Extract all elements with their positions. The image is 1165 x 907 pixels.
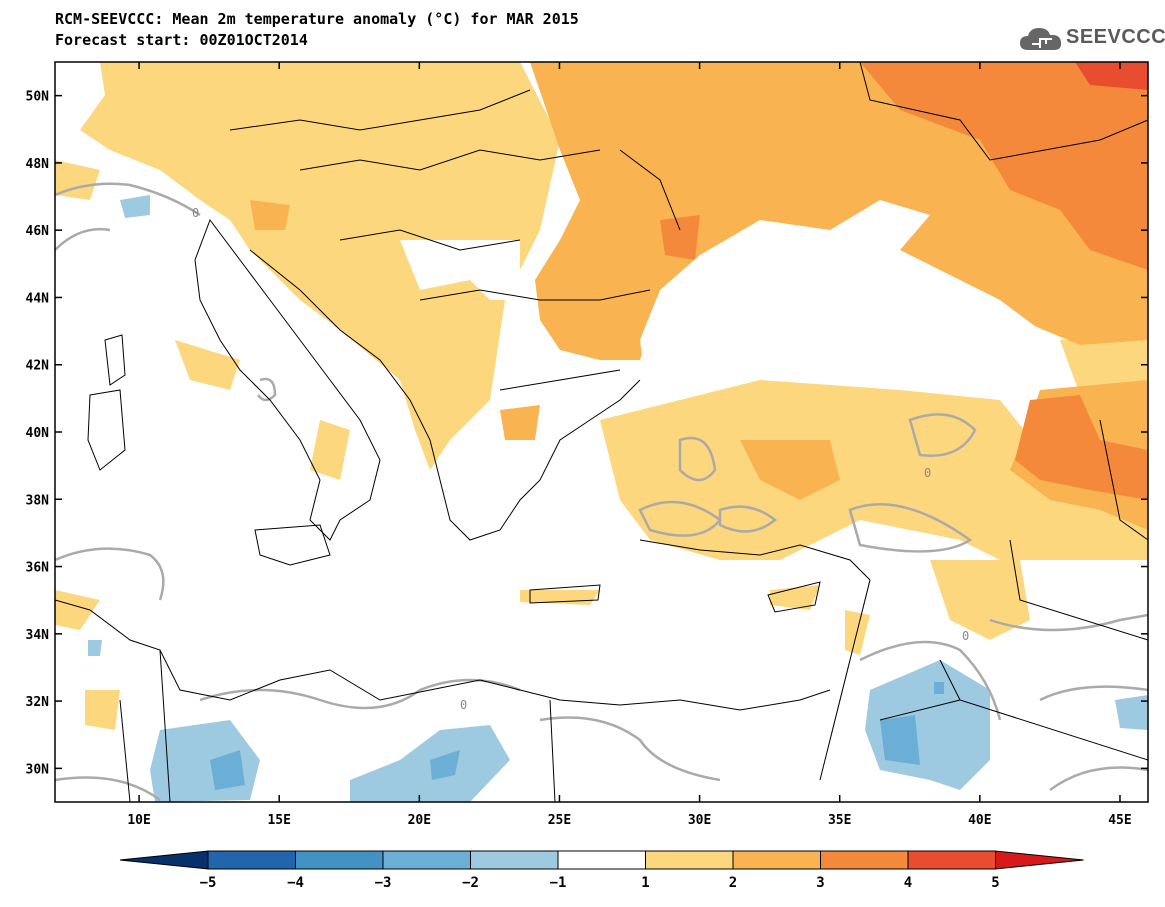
lon-tick-label: 45E	[1108, 813, 1131, 828]
colorbar-high-extend	[995, 850, 1084, 870]
lat-tick-label: 36N	[26, 561, 50, 576]
colorbar-label: 1	[641, 875, 649, 891]
colorbar-label: −4	[287, 875, 304, 891]
lat-tick-label: 50N	[26, 90, 50, 105]
anomaly-field: 0 0 0 0	[55, 62, 1148, 802]
colorbar-label: 5	[991, 875, 999, 891]
colorbar-low-extend	[119, 850, 209, 870]
lon-tick-label: 20E	[408, 813, 431, 828]
lat-tick-label: 30N	[26, 762, 50, 777]
colorbar: −5 −4 −3 −2 −1 1 2 3 4 5	[119, 850, 1084, 891]
lon-tick-label: 30E	[688, 813, 711, 828]
contour-label: 0	[962, 629, 969, 643]
lon-tick-label: 25E	[548, 813, 571, 828]
anomaly-region-1to2	[55, 62, 1148, 730]
colorbar-segment	[382, 850, 471, 870]
latitude-axis: 30N 32N 34N 36N 38N 40N 42N 44N 46N 48N 50N	[26, 90, 1148, 777]
colorbar-label: −3	[375, 875, 392, 891]
colorbar-segment	[732, 850, 821, 870]
colorbar-segment	[820, 850, 909, 870]
colorbar-segment	[645, 850, 734, 870]
anomaly-region-4to5	[1075, 62, 1148, 90]
lon-tick-label: 35E	[828, 813, 851, 828]
colorbar-segment	[557, 850, 646, 870]
lat-tick-label: 40N	[26, 426, 50, 441]
lat-tick-label: 48N	[26, 157, 50, 172]
anomaly-region-minus2to3	[210, 682, 944, 790]
lat-tick-label: 46N	[26, 224, 50, 239]
lat-tick-label: 34N	[26, 628, 50, 643]
colorbar-segment	[470, 850, 559, 870]
lon-tick-label: 40E	[968, 813, 991, 828]
lon-tick-label: 15E	[267, 813, 290, 828]
colorbar-label: −1	[550, 875, 567, 891]
zero-contours	[55, 182, 1148, 802]
lon-tick-label: 10E	[127, 813, 150, 828]
seevccc-logo: SEEVCCC	[1018, 22, 1165, 56]
longitude-axis: 10E 15E 20E 25E 30E 35E 40E 45E	[127, 62, 1132, 828]
map-title: RCM-SEEVCCC: Mean 2m temperature anomaly…	[55, 10, 579, 28]
forecast-start-subtitle: Forecast start: 00Z01OCT2014	[55, 31, 308, 49]
contour-label: 0	[460, 698, 467, 712]
colorbar-segment	[295, 850, 384, 870]
lat-tick-label: 42N	[26, 359, 50, 374]
colorbar-segment	[207, 850, 296, 870]
colorbar-label: −2	[462, 875, 479, 891]
colorbar-label: 3	[816, 875, 824, 891]
colorbar-label: −5	[200, 875, 217, 891]
lat-tick-label: 44N	[26, 291, 50, 306]
cloud-icon	[1020, 28, 1062, 50]
colorbar-label: 4	[904, 875, 912, 891]
black-sea	[640, 200, 1040, 395]
coastlines-borders	[55, 62, 1148, 802]
lat-tick-label: 38N	[26, 493, 50, 508]
logo-text: SEEVCCC	[1066, 26, 1165, 48]
contour-label: 0	[924, 466, 931, 480]
colorbar-label: 2	[729, 875, 737, 891]
contour-labels: 0 0 0 0	[192, 206, 969, 712]
lat-tick-label: 32N	[26, 695, 50, 710]
colorbar-segment	[907, 850, 996, 870]
contour-label: 0	[192, 206, 199, 220]
